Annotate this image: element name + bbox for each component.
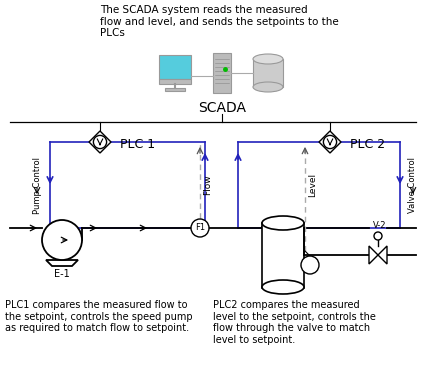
Circle shape [93, 135, 106, 149]
Text: PLC1 compares the measured flow to
the setpoint, controls the speed pump
as requ: PLC1 compares the measured flow to the s… [5, 300, 193, 333]
Polygon shape [369, 246, 378, 264]
Circle shape [42, 220, 82, 260]
Polygon shape [89, 131, 111, 153]
Text: Valve Control: Valve Control [408, 157, 417, 213]
Text: V-2: V-2 [373, 221, 387, 230]
Text: E-1: E-1 [54, 269, 70, 279]
Bar [165, 88, 185, 91]
Text: The SCADA system reads the measured
flow and level, and sends the setpoints to t: The SCADA system reads the measured flow… [100, 5, 339, 38]
Text: Flow: Flow [203, 175, 212, 195]
Bar [159, 79, 191, 84]
Ellipse shape [253, 54, 283, 64]
Text: SCADA: SCADA [198, 101, 246, 115]
Text: PLC 1: PLC 1 [120, 138, 155, 152]
Bar [262, 223, 304, 288]
Bar [159, 55, 191, 79]
Polygon shape [319, 131, 341, 153]
Text: L: L [308, 260, 313, 269]
Bar [253, 59, 283, 87]
Polygon shape [46, 260, 78, 266]
Text: Pump Control: Pump Control [33, 157, 42, 213]
Circle shape [191, 219, 209, 237]
Circle shape [374, 232, 382, 240]
Bar [213, 53, 231, 93]
Polygon shape [378, 246, 387, 264]
Ellipse shape [253, 82, 283, 92]
Text: Level: Level [308, 173, 317, 197]
Ellipse shape [262, 216, 304, 230]
Ellipse shape [262, 280, 304, 294]
Text: PLC2 compares the measured
level to the setpoint, controls the
flow through the : PLC2 compares the measured level to the … [213, 300, 376, 345]
Circle shape [323, 135, 337, 149]
Text: PLC 2: PLC 2 [350, 138, 385, 152]
Text: F1: F1 [195, 224, 205, 232]
Circle shape [301, 256, 319, 274]
